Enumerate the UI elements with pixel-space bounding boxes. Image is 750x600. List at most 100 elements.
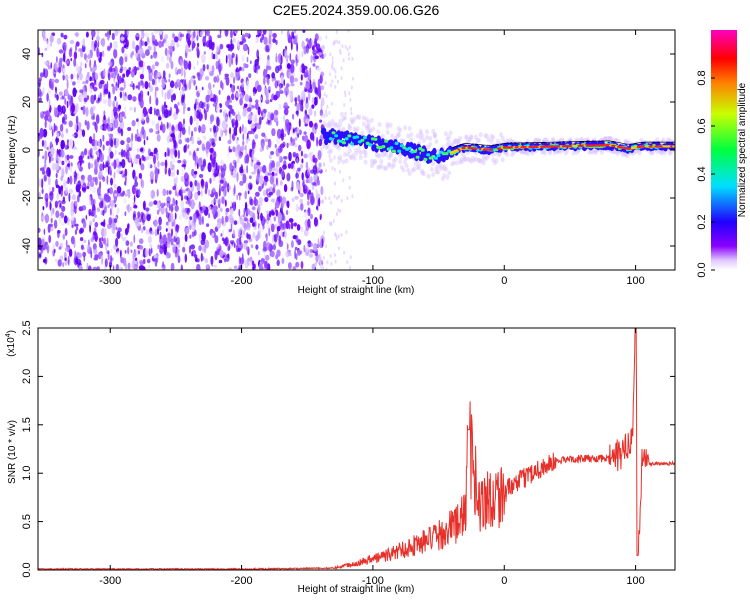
noise-speck <box>158 216 162 226</box>
noise-speck <box>282 198 285 208</box>
noise-speck <box>246 56 249 63</box>
noise-speck <box>232 133 236 142</box>
noise-speck <box>156 209 160 215</box>
track-halo <box>552 150 557 156</box>
noise-speck <box>235 30 238 33</box>
noise-speck <box>162 40 164 48</box>
noise-speck <box>266 144 269 151</box>
noise-speck <box>250 123 256 129</box>
noise-speck <box>255 244 259 250</box>
noise-speck <box>96 207 100 213</box>
x-tick-label: -100 <box>362 275 384 287</box>
track-halo <box>368 128 373 134</box>
noise-speck <box>274 223 278 229</box>
y-tick-label: 0 <box>21 147 33 153</box>
noise-speck <box>154 78 157 87</box>
noise-speck <box>120 257 125 264</box>
noise-speck <box>322 266 325 270</box>
noise-speck <box>82 105 86 115</box>
noise-speck <box>193 103 197 110</box>
noise-speck <box>211 263 214 267</box>
track-halo <box>491 157 496 163</box>
noise-speck <box>215 104 221 114</box>
noise-speck <box>127 262 131 270</box>
track-halo <box>366 119 371 125</box>
noise-speck <box>333 155 336 160</box>
noise-speck <box>248 260 253 267</box>
noise-speck <box>189 115 193 126</box>
noise-speck <box>238 256 241 265</box>
noise-speck <box>252 265 255 270</box>
noise-speck <box>200 239 206 246</box>
noise-speck <box>289 52 292 62</box>
noise-speck <box>107 133 110 137</box>
noise-speck <box>322 144 325 149</box>
noise-speck <box>348 185 351 190</box>
track-mid <box>420 148 425 152</box>
noise-speckle <box>38 30 354 270</box>
noise-speck <box>281 30 283 34</box>
track-halo <box>420 168 425 174</box>
noise-speck <box>258 196 263 206</box>
track-halo <box>600 149 604 155</box>
track-halo <box>379 158 384 164</box>
noise-speck <box>149 170 154 180</box>
noise-speck <box>255 36 260 44</box>
track-halo <box>403 125 407 131</box>
noise-speck <box>333 40 336 45</box>
noise-speck <box>82 81 86 85</box>
noise-speck <box>125 39 129 48</box>
noise-speck <box>186 33 189 43</box>
colorbar: 0.00.20.40.60.8 Normalized spectral ampl… <box>696 30 748 278</box>
noise-speck <box>62 52 66 63</box>
noise-speck <box>90 250 93 259</box>
noise-speck <box>182 246 186 253</box>
noise-speck <box>330 222 333 227</box>
noise-speck <box>121 46 125 54</box>
noise-speck <box>273 216 276 222</box>
noise-speck <box>224 30 229 37</box>
track-halo <box>467 137 472 143</box>
noise-speck <box>325 109 328 113</box>
noise-speck <box>116 186 122 194</box>
noise-speck <box>109 151 114 159</box>
noise-speck <box>238 88 242 93</box>
noise-speck <box>273 114 279 123</box>
noise-speck <box>86 95 90 100</box>
noise-speck <box>48 115 52 123</box>
y-tick-label: 40 <box>21 48 33 60</box>
noise-speck <box>43 228 46 235</box>
track-halo <box>508 137 513 143</box>
noise-speck <box>205 264 209 269</box>
noise-speck <box>314 252 318 256</box>
noise-speck <box>113 218 118 224</box>
noise-speck <box>114 30 119 37</box>
noise-speck <box>136 118 139 123</box>
track-halo <box>351 119 355 125</box>
noise-speck <box>251 150 254 160</box>
track-halo <box>458 159 463 165</box>
track-halo <box>483 133 488 139</box>
noise-speck <box>105 244 108 251</box>
noise-speck <box>269 175 275 185</box>
noise-speck <box>50 81 54 91</box>
noise-speck <box>145 207 150 212</box>
track-halo <box>327 122 332 128</box>
noise-speck <box>229 108 232 113</box>
noise-speck <box>317 179 321 186</box>
noise-speck <box>189 234 192 239</box>
noise-speck <box>256 161 261 166</box>
noise-speck <box>153 200 158 205</box>
noise-speck <box>111 67 116 73</box>
track-halo <box>473 134 478 140</box>
snr-x-label: Height of straight line (km) <box>298 584 415 595</box>
noise-speck <box>105 140 110 146</box>
track-halo <box>459 159 464 165</box>
noise-speck <box>133 234 136 244</box>
noise-speck <box>54 125 58 131</box>
noise-speck <box>209 177 212 184</box>
noise-speck <box>228 228 232 233</box>
noise-speck <box>268 210 272 218</box>
noise-speck <box>339 169 342 174</box>
track-halo <box>387 155 392 160</box>
